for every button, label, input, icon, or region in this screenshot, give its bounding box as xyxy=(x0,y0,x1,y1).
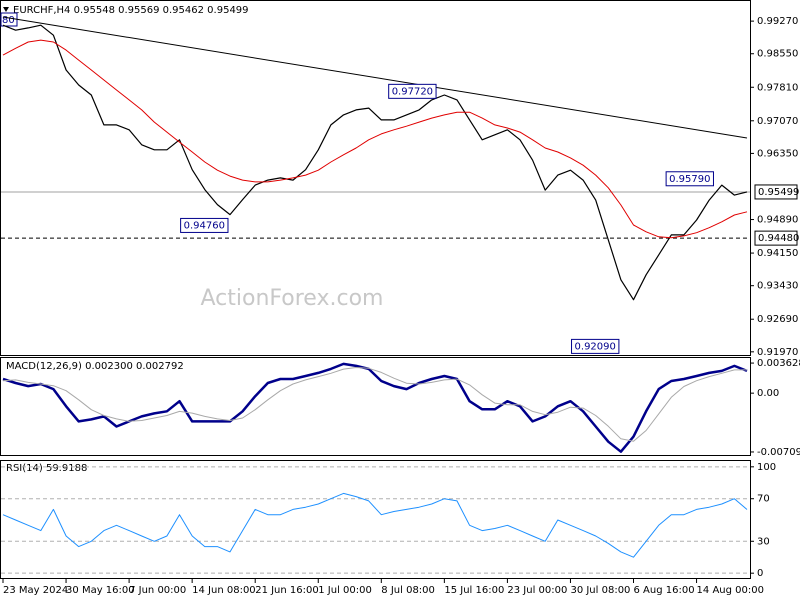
rsi-panel xyxy=(0,460,751,579)
rsi-title: RSI(14) 59.9188 xyxy=(6,463,87,474)
y-tick-label: 0.00 xyxy=(757,388,779,399)
x-tick-label: 23 Jul 00:00 xyxy=(507,585,567,596)
macd-title: MACD(12,26,9) 0.002300 0.002792 xyxy=(6,361,184,372)
y-tick-label: 0.99270 xyxy=(757,16,798,27)
x-tick-label: 6 Aug 16:00 xyxy=(634,585,695,596)
price-label: 0.94480 xyxy=(758,233,799,244)
y-tick-label: 0.92690 xyxy=(757,314,798,325)
y-tick-label: 0 xyxy=(757,568,763,579)
price-panel xyxy=(0,0,751,356)
y-tick-label: 100 xyxy=(757,462,776,473)
watermark: ActionForex.com xyxy=(201,286,384,311)
y-tick-label: 0.96350 xyxy=(757,148,798,159)
x-tick-label: 1 Jul 00:00 xyxy=(318,585,372,596)
x-tick-label: 21 Jun 16:00 xyxy=(255,585,319,596)
annotation-box xyxy=(388,83,437,99)
annotation-box xyxy=(665,171,714,187)
annotation-label: 0.95790 xyxy=(669,174,710,185)
annotation-label: 0.97720 xyxy=(392,86,433,97)
price-label-box xyxy=(754,184,798,200)
y-tick-label: 0.97070 xyxy=(757,116,798,127)
price-label-box xyxy=(754,230,798,246)
series-line xyxy=(2,362,748,453)
x-tick-label: 23 May 2024 xyxy=(3,585,68,596)
y-tick-label: 0.003628 xyxy=(757,358,800,369)
clipped-label: 80 xyxy=(2,15,15,26)
annotation-label: 0.94760 xyxy=(184,220,225,231)
series-line xyxy=(2,39,748,239)
y-tick-label: 0.97810 xyxy=(757,82,798,93)
series-line xyxy=(2,492,748,558)
y-tick-label: 0.93430 xyxy=(757,281,798,292)
annotation-box xyxy=(180,217,229,233)
series-line xyxy=(2,16,748,139)
series-line xyxy=(2,367,747,442)
macd-panel xyxy=(0,357,751,456)
menu-triangle xyxy=(3,7,9,12)
x-tick-label: 14 Aug 00:00 xyxy=(697,585,764,596)
y-tick-label: 0.91970 xyxy=(757,347,798,358)
price-label: 0.95499 xyxy=(758,187,799,198)
y-tick-label: 30 xyxy=(757,536,770,547)
x-tick-label: 14 Jun 08:00 xyxy=(192,585,256,596)
chart-title: EURCHF,H4 0.95548 0.95569 0.95462 0.9549… xyxy=(13,5,249,16)
y-tick-label: 0.98550 xyxy=(757,49,798,60)
x-tick-label: 8 Jul 08:00 xyxy=(381,585,435,596)
y-tick-label: 70 xyxy=(757,494,770,505)
annotation-label: 0.92090 xyxy=(575,341,616,352)
x-tick-label: 30 Jul 08:00 xyxy=(570,585,630,596)
y-tick-label: 0.94150 xyxy=(757,248,798,259)
annotation-box xyxy=(571,338,620,354)
x-tick-label: 7 Jun 00:00 xyxy=(129,585,186,596)
y-tick-label: -0.007093 xyxy=(757,447,800,458)
y-tick-label: 0.94890 xyxy=(757,215,798,226)
x-tick-label: 30 May 16:00 xyxy=(66,585,135,596)
series-line xyxy=(2,24,748,301)
x-tick-label: 15 Jul 16:00 xyxy=(444,585,504,596)
